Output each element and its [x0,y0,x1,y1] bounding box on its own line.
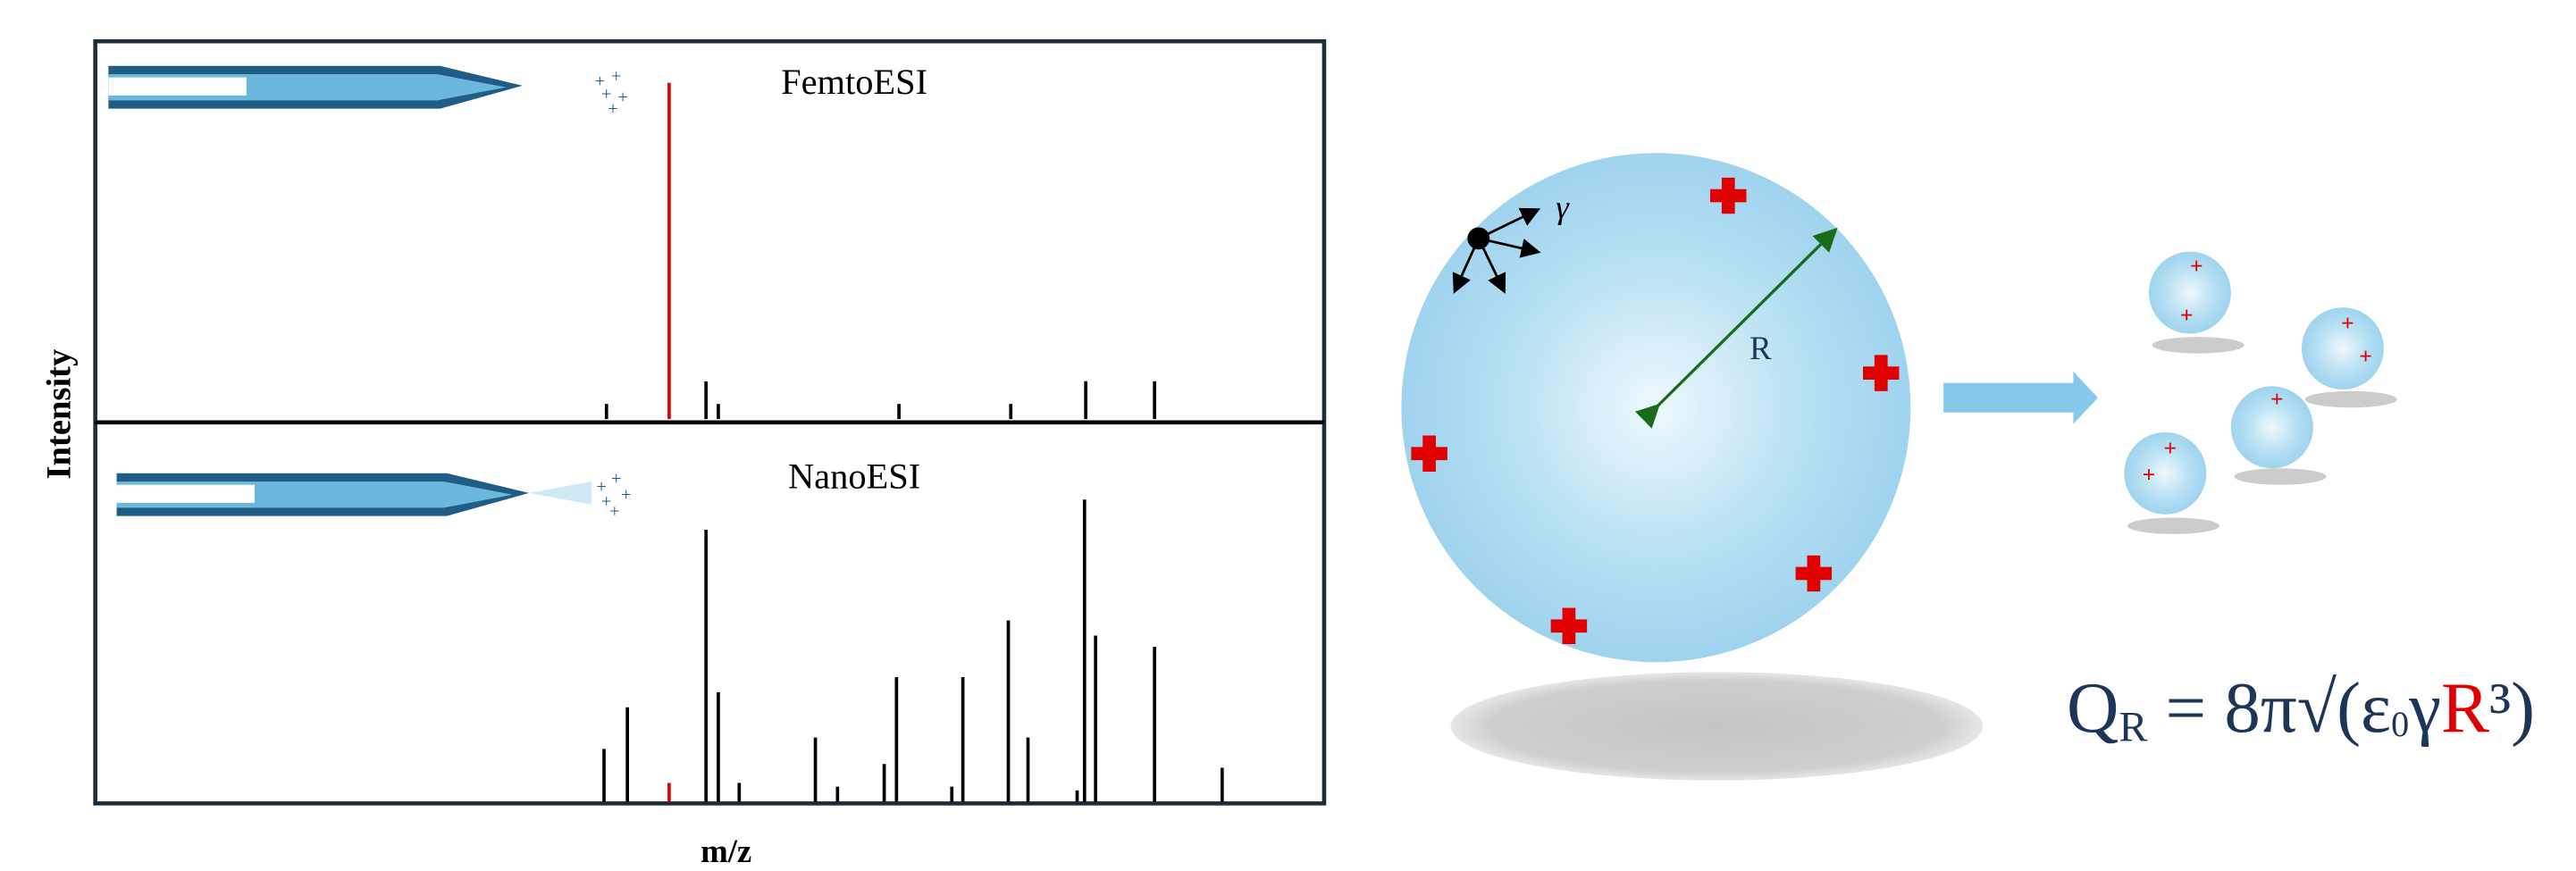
svg-text:+: + [2359,343,2372,369]
y-axis-label: Intensity [41,349,79,480]
gamma-label: γ [1556,188,1570,225]
formula-end: ³) [2489,668,2535,748]
femto-capillary: + ++ ++ [108,65,628,119]
charges [1411,177,1900,645]
svg-text:+: + [2341,310,2354,336]
formula-gamma: γ [2408,668,2441,748]
x-axis-label: m/z [701,833,751,869]
svg-text:+: + [609,502,619,522]
svg-text:+: + [611,469,621,489]
svg-text:+: + [608,99,617,119]
formula: QR = 8π√(ε0γR³) [2067,668,2535,751]
svg-text:+: + [621,485,631,505]
droplet-shadow [1450,672,1984,781]
formula-r: R [2441,668,2489,748]
formula-eps-sub: 0 [2391,704,2409,744]
panel-title: FemtoESI [781,62,927,102]
radius-arrow [1634,227,1838,429]
formula-q: Q [2067,668,2119,748]
svg-text:+: + [2190,253,2203,279]
svg-text:+: + [596,477,606,497]
svg-text:+: + [601,492,611,512]
tension-arrows [1452,207,1541,294]
formula-middle: = 8π√(ε [2147,668,2391,748]
radius-label: R [1749,330,1772,366]
svg-text:+: + [2143,461,2156,487]
svg-text:+: + [601,85,611,105]
svg-text:+: + [2180,302,2194,328]
small-droplets: ++ +++++ [2124,251,2397,534]
nano-capillary: + ++ ++ [116,469,631,522]
svg-text:+: + [2270,386,2284,412]
formula-q-sub: R [2119,703,2147,750]
process-arrow [1943,371,2098,424]
svg-text:+: + [611,66,621,86]
svg-text:+: + [2163,435,2177,461]
svg-text:+: + [617,88,627,107]
panel-title: NanoESI [788,456,920,496]
svg-text:+: + [595,71,605,91]
